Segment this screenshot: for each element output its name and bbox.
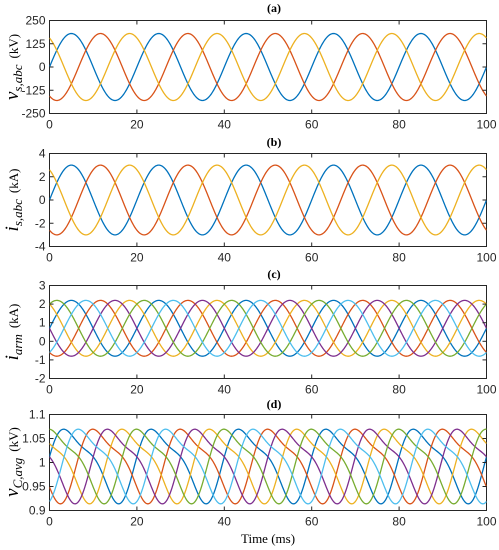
svg-text:is,abc(kA): is,abc (kA) bbox=[2, 169, 25, 232]
panel-b-xtick-label: 40 bbox=[218, 251, 232, 265]
panel-d-series-5-line bbox=[49, 428, 487, 505]
panel-d-ytick-label: 1 bbox=[39, 456, 46, 470]
panel-a-series bbox=[49, 32, 487, 102]
panel-b-ticks: 0 20 40 60 80 100 -4 -2 0 2 4 bbox=[35, 147, 497, 265]
panel-c-series-5-line bbox=[49, 299, 487, 357]
panel-c-ytick-label: -1 bbox=[35, 353, 46, 367]
panel-c-ylabel-unit: (kA) bbox=[6, 304, 21, 329]
x-axis-label: Time (ms) bbox=[241, 531, 295, 546]
panel-d-xtick-label: 100 bbox=[476, 515, 496, 529]
panel-d-ylabel: vC,avg (kV) bbox=[2, 427, 25, 497]
panel-c-series bbox=[49, 299, 487, 357]
panel-b-ytick-label: 0 bbox=[39, 193, 46, 207]
panel-b-ytick-label: -4 bbox=[35, 240, 46, 254]
panel-c-ytick-label: 0 bbox=[39, 334, 46, 348]
panel-a-xtick-label: 60 bbox=[305, 118, 319, 132]
panel-a-xtick-label: 80 bbox=[392, 118, 406, 132]
panel-c-title: (c) bbox=[267, 267, 280, 281]
panel-b-title: (b) bbox=[267, 135, 282, 149]
panel-c-xtick-label: 60 bbox=[305, 383, 319, 397]
panel-b-xtick-label: 20 bbox=[130, 251, 144, 265]
panel-c-series-6-line bbox=[49, 299, 487, 357]
panel-a-series-2-line bbox=[49, 32, 487, 102]
panel-d: (d) 0 20 40 60 80 100 0.9 0.95 1 1.05 1.1 vC,avg (k… bbox=[2, 397, 497, 529]
panel-d-xtick-label: 0 bbox=[46, 515, 53, 529]
panel-b-ylabel-main: i bbox=[2, 226, 23, 231]
panel-d-xtick-label: 40 bbox=[218, 515, 232, 529]
panel-d-ticks: 0 20 40 60 80 100 0.9 0.95 1 1.05 1.1 bbox=[22, 408, 497, 529]
panel-a-ytick-label: -125 bbox=[21, 83, 45, 97]
svg-text:iarm(kA): iarm (kA) bbox=[2, 304, 25, 361]
panel-a-ytick-label: 0 bbox=[39, 60, 46, 74]
panel-b-ylabel-unit: (kA) bbox=[6, 169, 21, 194]
panel-c-ylabel-sub: arm bbox=[10, 334, 25, 355]
panel-d-xtick-label: 20 bbox=[130, 515, 144, 529]
svg-text:vC,avg(kV): vC,avg (kV) bbox=[2, 427, 25, 497]
panel-b-ylabel: is,abc (kA) bbox=[2, 169, 25, 232]
panel-b-series bbox=[49, 164, 487, 236]
panel-d-ytick-label: 0.9 bbox=[29, 504, 46, 518]
panel-a-series-3-line bbox=[49, 32, 487, 102]
panel-b-xtick-label: 60 bbox=[305, 251, 319, 265]
panel-d-ytick-label: 1.1 bbox=[29, 408, 46, 422]
panel-d-ylabel-main: v bbox=[2, 488, 23, 497]
panel-b-series-2-line bbox=[49, 164, 487, 236]
panel-a-ticks: 0 20 40 60 80 100 -250 -125 0 125 250 bbox=[21, 14, 496, 132]
panel-d-ytick-label: 1.05 bbox=[22, 432, 46, 446]
panel-c-xtick-label: 100 bbox=[476, 383, 496, 397]
panel-b-xtick-label: 80 bbox=[392, 251, 406, 265]
panel-c-ytick-label: -2 bbox=[35, 372, 46, 386]
panel-d-ylabel-sub: C,avg bbox=[10, 457, 25, 488]
panel-a-ylabel-unit: (kV) bbox=[6, 34, 21, 59]
panel-b-series-1-line bbox=[49, 164, 487, 236]
panel-c-ylabel: iarm (kA) bbox=[2, 304, 25, 361]
panel-d-title: (d) bbox=[267, 397, 282, 411]
panel-d-series bbox=[49, 428, 487, 505]
panel-c-ytick-label: 2 bbox=[39, 297, 46, 311]
panel-d-ylabel-unit: (kV) bbox=[6, 427, 21, 452]
panel-a-ytick-label: 250 bbox=[25, 14, 45, 28]
panel-c: (c) 0 20 40 60 80 100 -2 -1 0 1 2 3 iarm (kA) bbox=[2, 267, 497, 397]
panel-a-series-1-line bbox=[49, 32, 487, 102]
panel-c-axes bbox=[49, 285, 487, 379]
panel-a-xtick-label: 100 bbox=[476, 118, 496, 132]
panel-d-xtick-label: 60 bbox=[305, 515, 319, 529]
panel-c-ytick-label: 3 bbox=[39, 279, 46, 293]
panel-a-ylabel-main: v bbox=[2, 91, 23, 100]
panel-b-ytick-label: 2 bbox=[39, 170, 46, 184]
panel-d-ytick-label: 0.95 bbox=[22, 480, 46, 494]
panel-c-xtick-label: 20 bbox=[130, 383, 144, 397]
panel-b-ylabel-sub: s,abc bbox=[10, 199, 25, 226]
panel-c-ylabel-main: i bbox=[2, 355, 23, 360]
panel-a: (a) 0 20 40 60 80 100 -250 -125 0 125 250 vs,abc (k… bbox=[2, 1, 497, 132]
panel-a-xtick-label: 40 bbox=[218, 118, 232, 132]
panel-b: (b) 0 20 40 60 80 100 -4 -2 0 2 4 is,abc (kA) bbox=[2, 135, 497, 265]
panel-c-series-4-line bbox=[49, 299, 487, 357]
panel-a-xtick-label: 0 bbox=[46, 118, 53, 132]
panel-b-ytick-label: -2 bbox=[35, 216, 46, 230]
panel-b-xtick-label: 0 bbox=[46, 251, 53, 265]
panel-c-ticks: 0 20 40 60 80 100 -2 -1 0 1 2 3 bbox=[35, 279, 497, 397]
panel-a-ylabel: vs,abc (kV) bbox=[2, 34, 25, 100]
panel-b-ytick-label: 4 bbox=[39, 147, 46, 161]
panel-a-ylabel-sub: s,abc bbox=[10, 64, 25, 91]
panel-a-xtick-label: 20 bbox=[130, 118, 144, 132]
panel-d-series-2-line bbox=[49, 428, 487, 505]
svg-text:vs,abc(kV): vs,abc (kV) bbox=[2, 34, 25, 100]
panel-b-xtick-label: 100 bbox=[476, 251, 496, 265]
panel-c-xtick-label: 40 bbox=[218, 383, 232, 397]
panel-d-series-4-line bbox=[49, 428, 487, 505]
panel-d-series-3-line bbox=[49, 428, 487, 505]
panel-a-title: (a) bbox=[267, 1, 281, 15]
panel-d-series-6-line bbox=[49, 428, 487, 505]
panel-c-xtick-label: 0 bbox=[46, 383, 53, 397]
panel-d-xtick-label: 80 bbox=[392, 515, 406, 529]
panel-d-series-1-line bbox=[49, 428, 487, 505]
panel-b-series-3-line bbox=[49, 164, 487, 236]
panel-a-ytick-label: -250 bbox=[21, 107, 45, 121]
panel-c-xtick-label: 80 bbox=[392, 383, 406, 397]
panel-c-ytick-label: 1 bbox=[39, 316, 46, 330]
panel-a-ytick-label: 125 bbox=[25, 37, 45, 51]
